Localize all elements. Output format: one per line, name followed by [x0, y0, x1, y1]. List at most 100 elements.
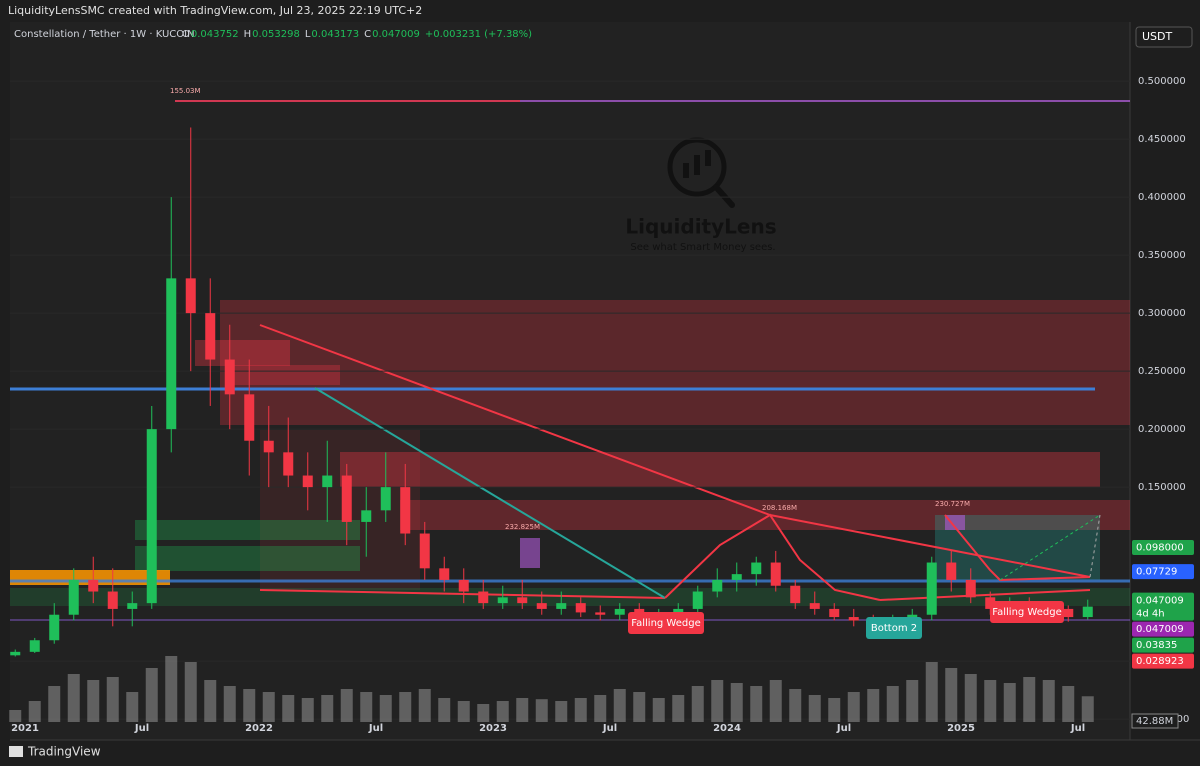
currency[interactable]: USDT: [1142, 30, 1173, 43]
y-tick-label: 0.500000: [1138, 76, 1186, 87]
candle-body: [946, 562, 957, 580]
candle-body: [809, 603, 820, 609]
volume-bar: [847, 692, 860, 722]
candle-body: [731, 574, 742, 580]
x-tick-label: 2023: [479, 723, 507, 734]
volume-bar: [223, 686, 236, 722]
candle-body: [341, 475, 352, 522]
currency-box[interactable]: [1135, 26, 1193, 48]
candle-body: [88, 579, 99, 592]
volume-bar: [418, 689, 431, 722]
footer-logo: [9, 746, 23, 757]
volume-bar: [769, 680, 782, 722]
candle-body: [263, 440, 274, 453]
wedge-line: [314, 387, 666, 599]
volume-bar: [496, 701, 509, 722]
price-tag: [1132, 621, 1194, 637]
wedge-line: [944, 514, 1091, 582]
candle-body: [829, 608, 840, 618]
volume-bar: [574, 698, 587, 722]
candle-body: [673, 608, 684, 615]
y-tick-label: 0.250000: [1138, 366, 1186, 377]
candle-body: [1082, 606, 1093, 618]
candle-body: [692, 591, 703, 609]
y-tick-label: 0.400000: [1138, 192, 1186, 203]
logo: LiquidityLens See what Smart Money sees.: [625, 137, 777, 253]
pattern-label: Falling Wedge: [992, 607, 1061, 618]
price-tag-label: 0.098000: [1136, 542, 1184, 553]
projection: [1089, 514, 1101, 578]
volume-bar: [1062, 686, 1075, 722]
candle-body: [29, 640, 40, 652]
volume-bar: [165, 656, 178, 722]
ohlc-key: C: [364, 29, 371, 40]
ohlc-legend: O 0.043752 H 0.053298 L 0.043173 C 0.047009 +0.0…: [182, 29, 532, 40]
footer-brand: TradingView: [27, 745, 101, 759]
ohlc-key: O: [182, 29, 190, 40]
ohlc-key: H: [244, 29, 252, 40]
candle-body: [770, 562, 781, 586]
price-tag-label: 0.047009: [1136, 624, 1184, 635]
candle-body: [10, 651, 21, 656]
supply-zone: [400, 500, 1130, 530]
candle-body: [400, 487, 411, 534]
order-block: [520, 538, 540, 568]
projection: [999, 514, 1101, 581]
volume-bar: [28, 701, 41, 722]
candle-body: [1063, 608, 1074, 618]
series: [9, 80, 1130, 722]
candle-body: [790, 585, 801, 604]
logo-name: LiquidityLens: [625, 215, 776, 239]
candle-body: [224, 359, 235, 395]
volume-bar: [399, 692, 412, 722]
candle-body: [166, 278, 177, 430]
logo-handle: [713, 184, 735, 208]
volume-bar: [886, 686, 899, 722]
candle-body: [68, 579, 79, 615]
price-tag-label: 0.03835: [1136, 640, 1177, 651]
volume-bar: [48, 686, 61, 722]
candle-body: [439, 568, 450, 580]
candle-body: [926, 562, 937, 615]
wedge-line: [879, 589, 1091, 601]
volume-bar: [87, 680, 100, 722]
ohlc-key: L: [305, 29, 311, 40]
x-tick-label: Jul: [1070, 723, 1085, 734]
logo-tagline: See what Smart Money sees.: [630, 242, 775, 253]
volume-bar: [964, 674, 977, 722]
volume-tag-label: 42.88M: [1136, 716, 1173, 727]
candle-body: [322, 475, 333, 488]
y-tick-label: 0.350000: [1138, 250, 1186, 261]
price-tag: [1132, 637, 1194, 653]
volume-bar: [184, 662, 197, 722]
volume-bar: [594, 695, 607, 722]
candle-body: [458, 579, 469, 592]
candle-body: [712, 579, 723, 592]
labels: 0.500000 0.450000 0.400000 0.350000 0.300000…: [11, 76, 1194, 734]
volume-bar: [652, 698, 665, 722]
ohlc-value: 0.053298: [252, 29, 300, 40]
volume-bar: [457, 701, 470, 722]
candle-body: [107, 591, 118, 609]
volume-bar: [613, 689, 626, 722]
volume-bar: [516, 698, 529, 722]
supply-zone: [230, 365, 340, 385]
volume-bar: [555, 701, 568, 722]
candle-body: [49, 614, 60, 641]
candle-body: [595, 612, 606, 615]
pattern-badge: [866, 617, 922, 639]
ohlc-value: 0.043173: [311, 29, 359, 40]
candle-body: [556, 603, 567, 609]
candle-body: [751, 562, 762, 575]
volume-bar: [925, 662, 938, 722]
pattern-badge: [990, 601, 1064, 623]
volume-bar: [789, 689, 802, 722]
volume-bar: [106, 677, 119, 722]
volume-bar: [945, 668, 958, 722]
volume-bar: [711, 680, 724, 722]
volume-tag: [1131, 713, 1179, 729]
symbol-title: Constellation / Tether · 1W · KUCOIN: [14, 29, 195, 40]
credit: LiquidityLensSMC created with TradingVie…: [8, 4, 422, 17]
